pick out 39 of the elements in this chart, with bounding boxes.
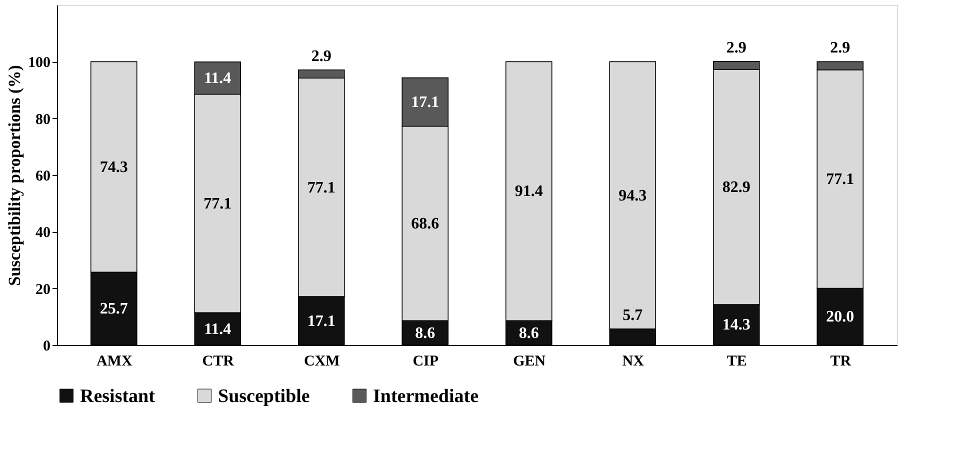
x-tick-label: NX bbox=[622, 354, 644, 370]
data-label: 17.1 bbox=[307, 312, 336, 330]
y-tick-label: 0 bbox=[43, 338, 50, 354]
data-label: 82.9 bbox=[722, 179, 750, 196]
x-tick-label: TR bbox=[830, 354, 852, 370]
data-label: 5.7 bbox=[622, 306, 643, 324]
y-tick-label: 100 bbox=[28, 55, 50, 72]
x-tick-label: TE bbox=[726, 354, 747, 370]
data-label: 8.6 bbox=[518, 324, 539, 342]
y-axis-title: Susceptibility proportions (%) bbox=[5, 65, 24, 286]
x-tick-label: CIP bbox=[412, 354, 439, 370]
x-tick-label: AMX bbox=[96, 354, 132, 370]
data-label: 2.9 bbox=[311, 48, 332, 65]
data-label: 77.1 bbox=[204, 195, 232, 212]
data-label: 8.6 bbox=[415, 324, 436, 342]
legend-label: Intermediate bbox=[373, 386, 479, 407]
data-label: 11.4 bbox=[204, 320, 232, 338]
x-tick-label: GEN bbox=[513, 354, 546, 370]
data-label: 2.9 bbox=[726, 39, 746, 56]
data-label: 77.1 bbox=[826, 171, 854, 188]
y-tick-label: 60 bbox=[36, 168, 50, 184]
data-label: 20.0 bbox=[826, 308, 854, 326]
data-label: 91.4 bbox=[514, 183, 543, 200]
data-label: 25.7 bbox=[100, 300, 128, 318]
data-label: 11.4 bbox=[204, 70, 232, 88]
data-label: 2.9 bbox=[830, 40, 850, 57]
data-label: 17.1 bbox=[411, 94, 440, 112]
y-tick-label: 20 bbox=[36, 282, 50, 298]
legend-label: Resistant bbox=[80, 386, 156, 407]
y-tick-label: 80 bbox=[36, 112, 50, 128]
data-label: 77.1 bbox=[307, 179, 336, 196]
data-label: 68.6 bbox=[411, 215, 440, 232]
data-label: 14.3 bbox=[722, 316, 750, 334]
y-tick-label: 40 bbox=[36, 225, 50, 242]
legend-label: Susceptible bbox=[218, 386, 310, 407]
data-label: 94.3 bbox=[618, 187, 647, 204]
x-tick-label: CXM bbox=[304, 354, 340, 370]
data-label: 74.3 bbox=[100, 158, 128, 176]
x-tick-label: CTR bbox=[202, 354, 234, 370]
